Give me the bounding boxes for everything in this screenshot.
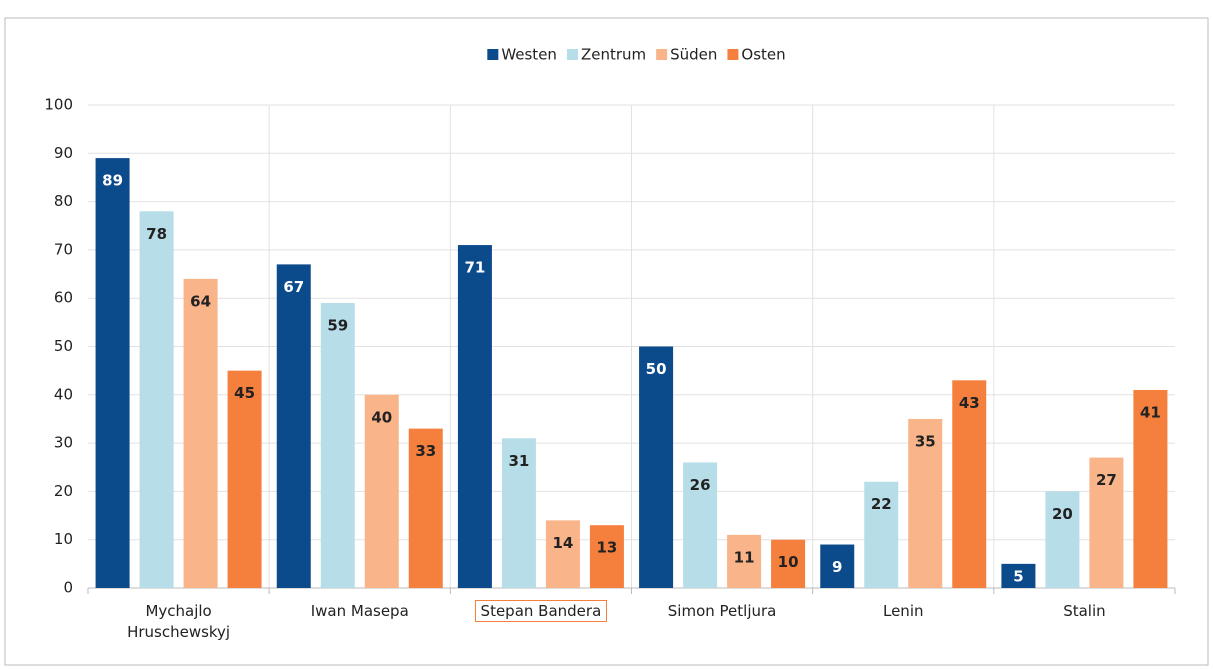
legend-label: Zentrum: [581, 46, 646, 64]
x-tick-text: Mychajlo Hruschewskyj: [127, 602, 231, 641]
x-tick-label: Iwan Masepa: [275, 601, 445, 622]
bar: [408, 428, 443, 588]
y-tick-label: 50: [54, 337, 73, 355]
bar: [908, 418, 943, 588]
y-tick-label: 70: [54, 240, 73, 258]
data-label: 35: [915, 432, 936, 450]
bar: [952, 380, 987, 588]
data-label: 31: [508, 452, 529, 470]
data-label: 78: [146, 225, 167, 243]
data-label: 5: [1013, 568, 1023, 586]
bar: [589, 525, 624, 588]
bar: [771, 539, 806, 588]
bar: [1045, 491, 1080, 588]
y-tick-label: 10: [54, 530, 73, 548]
data-label: 22: [871, 495, 892, 513]
legend-swatch: [656, 49, 668, 60]
legend-swatch: [727, 49, 739, 60]
x-tick-text: Stalin: [1063, 602, 1106, 620]
bar: [864, 481, 899, 588]
legend-label: Süden: [670, 46, 717, 64]
data-label: 67: [283, 278, 304, 296]
bar: [545, 520, 580, 588]
y-tick-label: 40: [54, 385, 73, 403]
x-tick-label: Stalin: [999, 601, 1169, 622]
data-label: 13: [596, 539, 617, 557]
y-tick-label: 80: [54, 192, 73, 210]
data-label: 14: [552, 534, 573, 552]
y-tick-label: 30: [54, 434, 73, 452]
bar: [364, 394, 399, 588]
x-tick-label: Mychajlo Hruschewskyj: [94, 601, 264, 643]
y-tick-label: 90: [54, 144, 73, 162]
data-label: 50: [646, 360, 667, 378]
data-label: 26: [690, 476, 711, 494]
y-tick-label: 0: [63, 579, 73, 597]
bar: [1001, 563, 1036, 588]
legend-swatch: [487, 49, 499, 60]
x-tick-label: Simon Petljura: [637, 601, 807, 622]
x-tick-text: Stepan Bandera: [474, 600, 608, 622]
bar: [95, 158, 130, 588]
bar: [227, 370, 262, 588]
data-label: 10: [778, 553, 799, 571]
bar: [727, 534, 762, 588]
x-tick-label: Stepan Bandera: [456, 600, 626, 622]
data-label: 43: [959, 394, 980, 412]
bar: [457, 245, 492, 588]
data-label: 9: [832, 558, 842, 576]
bar: [683, 462, 718, 588]
bar: [820, 544, 855, 588]
data-label: 59: [327, 317, 348, 335]
x-tick-text: Lenin: [882, 602, 924, 620]
bar: [639, 346, 674, 588]
bar: [276, 264, 311, 588]
legend-label: Westen: [501, 46, 557, 64]
y-tick-label: 100: [44, 96, 73, 114]
data-label: 41: [1140, 403, 1161, 421]
bar: [183, 278, 218, 588]
bar: [1089, 457, 1124, 588]
x-tick-label: Lenin: [818, 601, 988, 622]
x-tick-text: Iwan Masepa: [310, 602, 409, 620]
bar: [139, 211, 174, 588]
legend-label: Osten: [741, 46, 785, 64]
data-label: 89: [102, 172, 123, 190]
bar: [501, 438, 536, 588]
data-label: 27: [1096, 471, 1117, 489]
bar: [320, 303, 355, 588]
y-tick-label: 60: [54, 289, 73, 307]
data-label: 45: [234, 384, 255, 402]
data-label: 11: [734, 548, 755, 566]
legend-swatch: [566, 49, 578, 60]
data-label: 20: [1052, 505, 1073, 523]
data-label: 40: [371, 408, 392, 426]
data-label: 33: [415, 442, 436, 460]
y-tick-label: 20: [54, 482, 73, 500]
data-label: 64: [190, 292, 211, 310]
data-label: 71: [464, 259, 485, 277]
x-tick-text: Simon Petljura: [667, 602, 777, 620]
chart-frame: [4, 17, 1209, 666]
bar: [1133, 389, 1168, 588]
